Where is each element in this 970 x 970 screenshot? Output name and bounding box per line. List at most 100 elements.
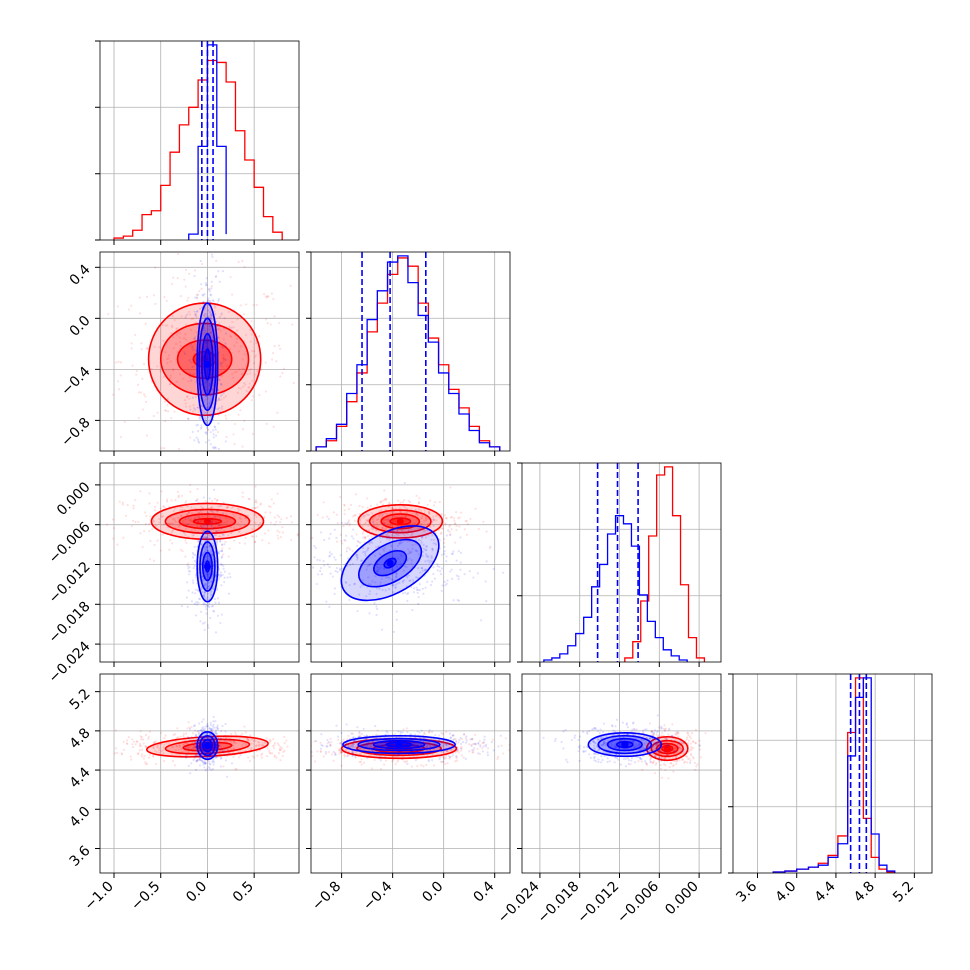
scatter-point bbox=[202, 725, 205, 729]
scatter-point bbox=[218, 398, 221, 402]
scatter-point bbox=[204, 500, 207, 503]
scatter-point bbox=[207, 429, 210, 432]
scatter-point bbox=[257, 745, 261, 748]
scatter-point bbox=[180, 605, 183, 608]
scatter-point bbox=[253, 540, 257, 544]
scatter-point bbox=[211, 506, 214, 509]
scatter-point bbox=[212, 609, 215, 613]
scatter-point bbox=[170, 416, 173, 420]
scatter-point bbox=[219, 529, 222, 533]
scatter-point bbox=[414, 508, 417, 511]
scatter-point bbox=[420, 522, 423, 525]
scatter-point bbox=[367, 513, 370, 516]
scatter-point bbox=[389, 512, 392, 515]
scatter-point bbox=[356, 544, 359, 548]
scatter-point bbox=[410, 529, 413, 532]
scatter-point bbox=[366, 741, 369, 744]
scatter-point bbox=[382, 503, 385, 506]
pair-panel-0-3: −1.0 −0.5 0.0 0.53.64.04.44.85.2 bbox=[67, 673, 300, 914]
scatter-point bbox=[436, 563, 439, 566]
scatter-point bbox=[382, 548, 385, 551]
scatter-point bbox=[345, 550, 348, 553]
scatter-point bbox=[115, 747, 118, 750]
scatter-point bbox=[184, 533, 187, 537]
scatter-point bbox=[333, 587, 336, 590]
scatter-point bbox=[172, 509, 175, 513]
scatter-point bbox=[120, 752, 123, 755]
scatter-point bbox=[462, 733, 466, 736]
scatter-point bbox=[370, 512, 373, 515]
scatter-point bbox=[195, 734, 198, 737]
scatter-point bbox=[160, 750, 163, 753]
scatter-point bbox=[205, 494, 207, 496]
scatter-point bbox=[665, 745, 668, 749]
scatter-point bbox=[379, 501, 382, 504]
scatter-point bbox=[413, 756, 416, 759]
scatter-point bbox=[189, 390, 192, 394]
scatter-point bbox=[152, 754, 155, 757]
scatter-point bbox=[272, 502, 275, 505]
scatter-point bbox=[431, 580, 434, 583]
scatter-point bbox=[448, 530, 451, 533]
scatter-point bbox=[390, 506, 393, 509]
scatter-point bbox=[179, 548, 182, 551]
scatter-point bbox=[463, 733, 466, 736]
scatter-point bbox=[468, 750, 471, 753]
scatter-point bbox=[629, 762, 632, 766]
scatter-point bbox=[214, 756, 217, 759]
scatter-point bbox=[593, 741, 596, 744]
scatter-point bbox=[657, 757, 661, 760]
scatter-point bbox=[174, 342, 178, 346]
scatter-point bbox=[176, 327, 179, 330]
scatter-point bbox=[378, 515, 381, 518]
scatter-point bbox=[645, 762, 649, 765]
scatter-point bbox=[184, 316, 187, 319]
scatter-point bbox=[206, 523, 209, 526]
scatter-point bbox=[211, 255, 214, 258]
scatter-point bbox=[217, 422, 220, 425]
scatter-point bbox=[194, 313, 197, 317]
scatter-point bbox=[135, 740, 138, 743]
scatter-point bbox=[367, 547, 370, 550]
scatter-point bbox=[214, 275, 218, 278]
scatter-point bbox=[449, 736, 452, 739]
scatter-point bbox=[222, 356, 225, 359]
scatter-point bbox=[247, 756, 250, 759]
scatter-point bbox=[263, 532, 266, 535]
scatter-point bbox=[659, 763, 662, 767]
scatter-point bbox=[443, 538, 446, 541]
scatter-point bbox=[207, 358, 210, 361]
scatter-point bbox=[390, 578, 393, 581]
scatter-point bbox=[211, 429, 215, 432]
scatter-point bbox=[426, 743, 429, 746]
scatter-point bbox=[425, 742, 428, 745]
scatter-point bbox=[129, 755, 132, 758]
scatter-point bbox=[171, 746, 175, 749]
scatter-point bbox=[241, 260, 244, 263]
scatter-point bbox=[199, 620, 202, 623]
scatter-point bbox=[131, 743, 134, 746]
scatter-point bbox=[247, 738, 250, 741]
scatter-point bbox=[405, 515, 408, 519]
scatter-point bbox=[151, 528, 154, 531]
scatter-point bbox=[167, 357, 170, 360]
scatter-point bbox=[205, 546, 208, 549]
scatter-point bbox=[278, 749, 282, 752]
scatter-point bbox=[272, 425, 275, 428]
scatter-point bbox=[235, 337, 238, 340]
scatter-point bbox=[354, 756, 357, 759]
scatter-point bbox=[169, 522, 172, 525]
scatter-point bbox=[387, 576, 390, 579]
scatter-point bbox=[392, 520, 395, 523]
scatter-point bbox=[177, 494, 180, 497]
contour-red bbox=[380, 513, 421, 530]
scatter-point bbox=[492, 567, 495, 571]
histogram-panel-0 bbox=[95, 40, 300, 245]
scatter-point bbox=[203, 591, 206, 594]
scatter-point bbox=[218, 540, 222, 543]
scatter-point bbox=[416, 730, 419, 733]
scatter-point bbox=[205, 380, 209, 383]
scatter-point bbox=[276, 411, 279, 414]
scatter-point bbox=[216, 588, 219, 591]
scatter-point bbox=[414, 576, 418, 579]
